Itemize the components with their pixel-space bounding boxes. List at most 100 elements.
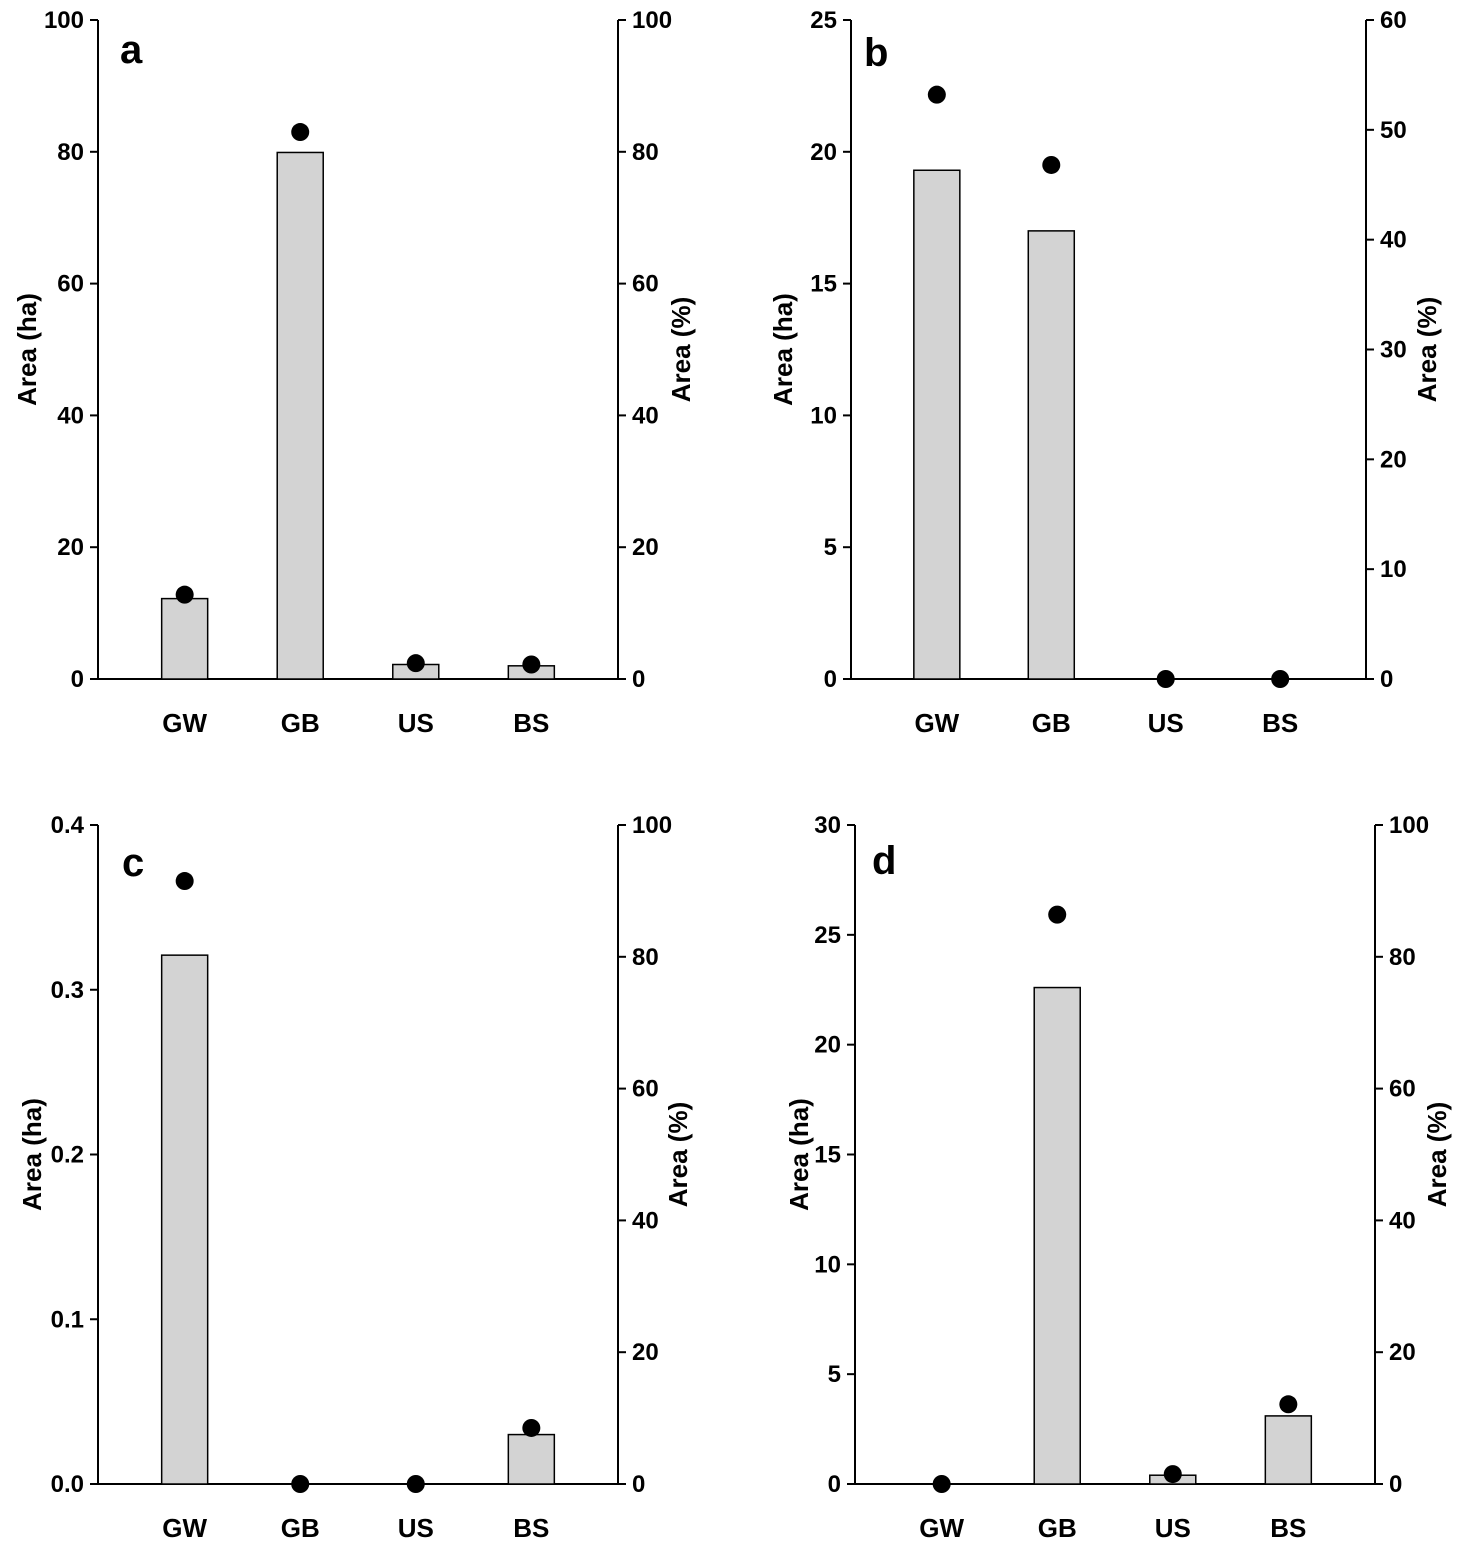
category-label: BS <box>513 708 549 738</box>
right-tick-label: 60 <box>632 271 659 298</box>
data-point <box>1156 670 1175 688</box>
left-tick-label: 0 <box>824 666 837 693</box>
left-tick-label: 80 <box>57 139 84 166</box>
panel-d: 0 5 10 15 20 25 30 0 20 40 60 80 100 Area (ha) Area (%… <box>784 812 1452 1543</box>
data-point <box>1042 155 1061 174</box>
right-tick-label: 0 <box>1380 666 1393 693</box>
category-label: GW <box>162 1513 207 1543</box>
category-label: GB <box>281 1513 320 1543</box>
category-label: BS <box>1270 1513 1306 1543</box>
left-tick-label: 0.0 <box>51 1471 84 1498</box>
right-axis-title: Area (%) <box>663 1102 693 1207</box>
left-tick-label: 5 <box>828 1361 841 1388</box>
bar <box>1027 230 1076 680</box>
left-tick-label: 100 <box>44 7 84 34</box>
left-tick-label: 20 <box>810 139 837 166</box>
left-axis-title: Area (ha) <box>768 293 798 406</box>
right-tick-label: 80 <box>1389 944 1416 971</box>
left-tick-label: 10 <box>810 402 837 429</box>
right-tick-label: 80 <box>632 944 659 971</box>
right-tick-label: 20 <box>1389 1339 1416 1366</box>
data-point <box>927 85 946 104</box>
category-label: GB <box>1038 1513 1077 1543</box>
data-point <box>406 654 425 673</box>
data-point <box>522 655 541 674</box>
left-tick-label: 25 <box>810 7 837 34</box>
panel-letter: c <box>122 841 144 885</box>
data-point <box>932 1475 951 1493</box>
data-point <box>1279 1395 1298 1414</box>
left-tick-label: 20 <box>57 534 84 561</box>
right-axis-title: Area (%) <box>666 297 696 402</box>
left-tick-label: 25 <box>814 922 841 949</box>
right-tick-label: 60 <box>1380 7 1407 34</box>
panel-a: 0 20 40 60 80 100 0 20 40 60 80 100 Area (ha) Area (%… <box>12 7 696 738</box>
right-tick-label: 20 <box>632 534 659 561</box>
right-tick-label: 60 <box>1389 1076 1416 1103</box>
right-tick-label: 0 <box>632 666 645 693</box>
data-point <box>1048 905 1067 924</box>
data-point <box>522 1418 541 1437</box>
data-point <box>291 123 310 142</box>
left-tick-label: 15 <box>814 1142 841 1169</box>
category-label: GW <box>162 708 207 738</box>
left-tick-label: 30 <box>814 812 841 839</box>
bar <box>1033 986 1081 1485</box>
panel-c: 0.0 0.1 0.2 0.3 0.4 0 20 40 60 80 100 Area (ha) Area… <box>17 812 693 1543</box>
right-axis-title: Area (%) <box>1422 1102 1452 1207</box>
right-tick-label: 20 <box>1380 446 1407 473</box>
left-tick-label: 15 <box>810 271 837 298</box>
left-tick-label: 0.1 <box>51 1306 84 1333</box>
bar <box>1264 1415 1313 1485</box>
bar <box>160 597 209 680</box>
right-tick-label: 40 <box>632 1207 659 1234</box>
data-point <box>291 1475 310 1493</box>
right-tick-label: 40 <box>1389 1207 1416 1234</box>
bar <box>507 1433 556 1485</box>
left-tick-label: 0.4 <box>51 812 85 839</box>
right-tick-label: 100 <box>632 7 672 34</box>
right-tick-label: 10 <box>1380 556 1407 583</box>
left-tick-label: 40 <box>57 402 84 429</box>
panel-b: 0 5 10 15 20 25 0 10 20 30 40 50 60 Area (ha) Area (%)… <box>768 7 1442 738</box>
right-tick-label: 0 <box>632 1471 645 1498</box>
right-tick-label: 50 <box>1380 117 1407 144</box>
category-label: GB <box>1032 708 1071 738</box>
right-tick-label: 30 <box>1380 337 1407 364</box>
panel-letter: b <box>864 31 888 75</box>
right-tick-label: 0 <box>1389 1471 1402 1498</box>
right-tick-label: 100 <box>632 812 672 839</box>
category-label: GW <box>919 1513 964 1543</box>
left-tick-label: 0 <box>828 1471 841 1498</box>
data-point <box>406 1475 425 1493</box>
right-tick-label: 80 <box>632 139 659 166</box>
left-tick-label: 5 <box>824 534 837 561</box>
category-label: US <box>398 1513 434 1543</box>
panel-letter: d <box>872 839 896 883</box>
data-point <box>175 585 194 604</box>
data-point <box>1271 670 1290 688</box>
category-label: BS <box>513 1513 549 1543</box>
left-axis-title: Area (ha) <box>12 293 42 406</box>
category-label: US <box>398 708 434 738</box>
right-tick-label: 20 <box>632 1339 659 1366</box>
category-label: US <box>1155 1513 1191 1543</box>
bar <box>913 169 961 680</box>
left-tick-label: 10 <box>814 1251 841 1278</box>
panel-letter: a <box>120 28 143 72</box>
bar <box>276 151 324 680</box>
right-tick-label: 100 <box>1389 812 1429 839</box>
category-label: GB <box>281 708 320 738</box>
left-tick-label: 20 <box>814 1032 841 1059</box>
left-tick-label: 0 <box>71 666 84 693</box>
right-tick-label: 60 <box>632 1076 659 1103</box>
bar <box>160 954 209 1485</box>
left-axis-title: Area (ha) <box>17 1098 47 1211</box>
category-label: BS <box>1262 708 1298 738</box>
left-axis-title: Area (ha) <box>784 1098 814 1211</box>
right-tick-label: 40 <box>632 402 659 429</box>
data-point <box>1163 1465 1182 1484</box>
category-label: US <box>1148 708 1184 738</box>
data-point <box>175 872 194 891</box>
